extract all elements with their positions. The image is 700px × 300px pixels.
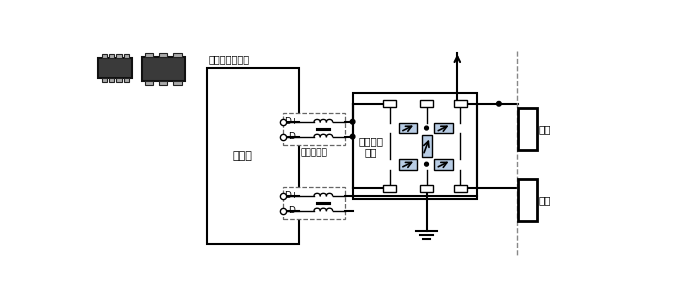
Bar — [454, 185, 466, 192]
Text: 共模滤波器: 共模滤波器 — [301, 148, 328, 158]
Text: 端口: 端口 — [539, 195, 552, 205]
Bar — [353, 93, 477, 199]
Bar — [99, 58, 132, 78]
Bar — [109, 55, 114, 58]
Text: 《被保护电路》: 《被保护电路》 — [209, 54, 250, 64]
Text: D-: D- — [288, 132, 299, 141]
Bar — [145, 53, 153, 57]
Bar — [421, 135, 431, 157]
Bar — [399, 123, 417, 134]
Bar — [518, 179, 537, 221]
Text: 端口: 端口 — [539, 124, 552, 134]
Bar — [173, 81, 181, 85]
Circle shape — [350, 119, 355, 124]
Text: 控制器: 控制器 — [232, 151, 252, 161]
Text: 阵列: 阵列 — [365, 147, 377, 157]
Bar — [145, 81, 153, 85]
Bar — [399, 159, 417, 170]
Text: 压敏电阻: 压敏电阻 — [358, 136, 384, 146]
Bar — [102, 78, 107, 82]
Bar — [384, 100, 395, 107]
Circle shape — [425, 162, 428, 166]
Bar — [109, 78, 114, 82]
Bar — [141, 57, 185, 81]
Bar — [102, 55, 107, 58]
Text: D+: D+ — [284, 117, 299, 126]
Bar — [434, 123, 453, 134]
Bar — [173, 53, 181, 57]
Circle shape — [425, 126, 428, 130]
Bar — [518, 108, 537, 150]
Text: D-: D- — [288, 206, 299, 215]
Bar — [207, 68, 300, 244]
Bar — [420, 100, 433, 107]
Bar — [384, 185, 395, 192]
Bar — [124, 78, 130, 82]
Bar — [116, 78, 122, 82]
Bar — [116, 55, 122, 58]
Text: D+: D+ — [284, 191, 299, 200]
Bar — [284, 187, 345, 219]
Bar — [284, 113, 345, 145]
Bar — [420, 185, 433, 192]
Circle shape — [350, 134, 355, 139]
Bar — [159, 81, 167, 85]
Circle shape — [496, 101, 501, 106]
Bar — [159, 53, 167, 57]
Bar — [124, 55, 130, 58]
Bar — [454, 100, 466, 107]
Bar — [434, 159, 453, 170]
